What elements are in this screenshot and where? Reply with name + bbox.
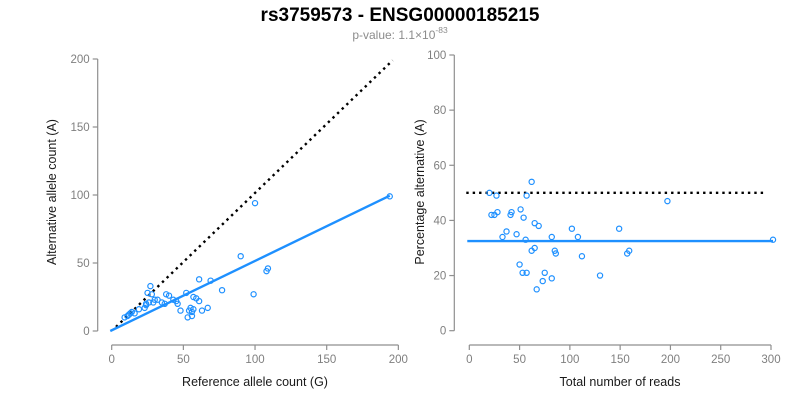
scatter-plot-percentage-vs-reads: 0 50 100 150 200 250 300 0 20 40 60 80 100 Total numb… [413, 50, 781, 389]
data-point [552, 250, 559, 257]
data-point [531, 244, 538, 252]
x-tick-label: 50 [177, 354, 190, 366]
data-point [533, 286, 540, 293]
data-point [528, 178, 535, 186]
x-axis-title: Reference allele count (G) [182, 375, 328, 389]
data-point [494, 208, 501, 216]
data-point [539, 277, 546, 285]
scatter-plot-allele-counts: 0 50 100 150 200 0 50 100 150 200 Reference allele… [45, 54, 408, 389]
data-point [127, 310, 134, 317]
data-point [522, 236, 529, 243]
data-point [493, 192, 500, 199]
data-point [516, 261, 523, 268]
data-point [195, 297, 203, 305]
y-tick-label: 150 [71, 122, 90, 134]
x-tick-label: 0 [108, 354, 114, 366]
y-tick-label: 20 [434, 271, 447, 283]
data-point [183, 289, 190, 297]
data-point [174, 300, 181, 307]
y-tick-label: 40 [434, 215, 447, 227]
data-point [664, 197, 671, 205]
x-tick-label: 250 [711, 354, 730, 366]
data-point [195, 276, 203, 283]
data-point [513, 231, 520, 238]
data-point [151, 296, 158, 303]
data-point [535, 222, 542, 230]
data-point [204, 304, 211, 312]
data-point [568, 225, 576, 232]
identity-line [115, 59, 394, 328]
figure-title: rs3759573 - ENSG00000185215 [260, 5, 540, 26]
y-tick-label: 100 [427, 50, 446, 62]
data-point [548, 275, 555, 282]
y-axis-title: Alternative allele count (A) [45, 119, 59, 265]
data-point [574, 233, 582, 241]
y-tick-label: 80 [434, 105, 447, 117]
data-point [148, 291, 156, 298]
x-axis-title: Total number of reads [560, 375, 681, 389]
x-tick-label: 50 [513, 354, 526, 366]
data-point [251, 199, 259, 207]
data-point [198, 307, 206, 314]
x-tick-label: 200 [661, 354, 680, 366]
x-tick-label: 100 [245, 354, 264, 366]
data-point [520, 214, 527, 221]
data-point [131, 310, 138, 317]
y-tick-label: 200 [71, 54, 90, 66]
data-point [386, 193, 393, 200]
data-point [626, 247, 633, 254]
data-point [488, 211, 495, 219]
y-tick-label: 100 [71, 190, 90, 202]
y-tick-label: 0 [83, 326, 89, 338]
fit-line [109, 194, 391, 333]
data-point [135, 306, 143, 313]
x-tick-label: 300 [761, 354, 780, 366]
data-point [541, 269, 548, 277]
data-point [177, 307, 184, 314]
data-point [218, 287, 226, 294]
pvalue-exponent: -83 [435, 25, 448, 35]
data-point [161, 300, 168, 307]
data-point [147, 282, 154, 290]
data-point [517, 206, 524, 213]
x-tick-label: 150 [317, 354, 336, 366]
data-point [207, 277, 214, 284]
data-point [523, 269, 530, 277]
data-point [519, 269, 526, 277]
x-tick-label: 150 [611, 354, 630, 366]
data-point [499, 233, 506, 241]
data-point [188, 312, 196, 320]
y-tick-label: 50 [77, 258, 90, 270]
y-tick-label: 60 [434, 160, 447, 172]
data-point [486, 189, 493, 197]
data-point [154, 296, 161, 303]
figure-subtitle: p-value: 1.1×10-83 [0, 25, 800, 42]
data-point [165, 292, 173, 299]
data-point [264, 265, 272, 272]
data-point [190, 306, 197, 313]
pvalue-label: p-value: [352, 28, 399, 42]
data-point [596, 272, 604, 279]
data-point [615, 225, 623, 232]
data-point [508, 208, 515, 216]
data-point [769, 236, 777, 243]
x-tick-label: 200 [389, 354, 408, 366]
data-point [503, 228, 510, 235]
data-point [523, 192, 530, 199]
data-point [578, 253, 586, 260]
x-tick-label: 0 [466, 354, 472, 366]
data-point [548, 233, 555, 241]
data-point [145, 299, 153, 306]
y-tick-label: 0 [440, 326, 446, 338]
pvalue-mantissa: 1.1×10 [398, 28, 436, 42]
data-point [237, 253, 244, 260]
x-tick-label: 100 [560, 354, 579, 366]
y-axis-title: Percentage alternative (A) [413, 119, 427, 264]
data-point [250, 291, 257, 298]
